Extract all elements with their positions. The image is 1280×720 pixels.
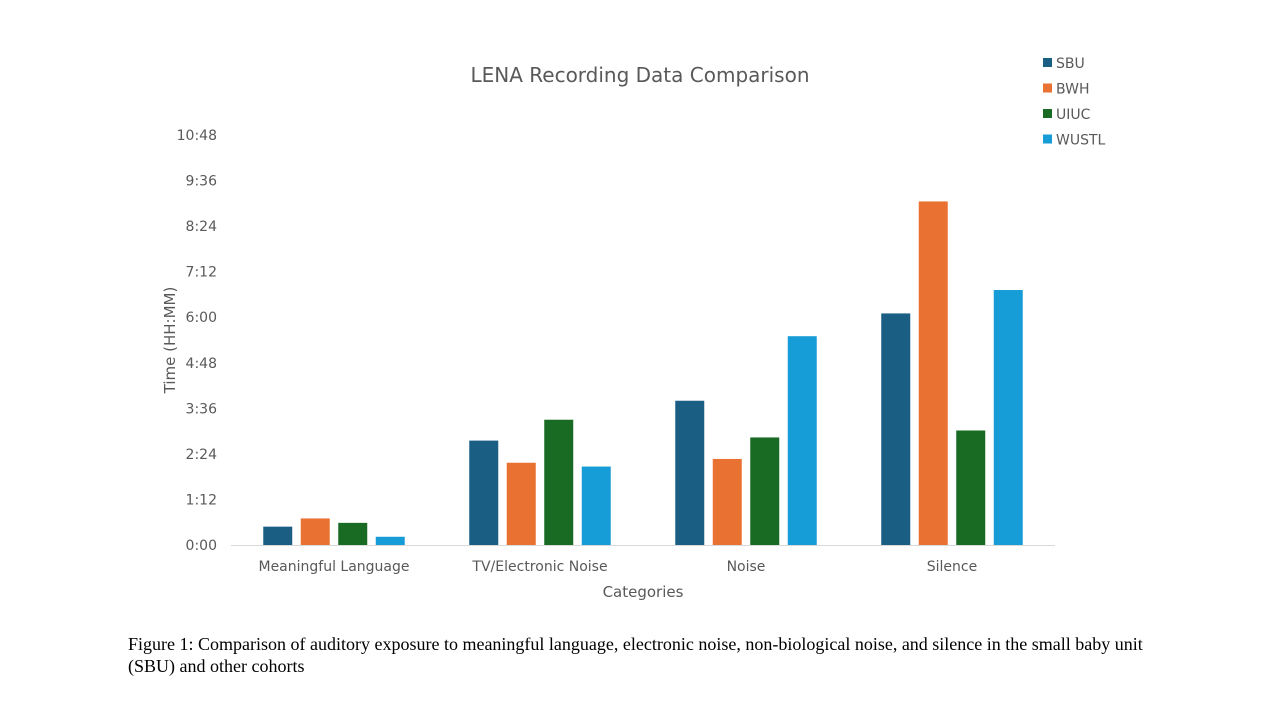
bar-wustl-0 — [375, 536, 405, 545]
legend: SBU BWH UIUC WUSTL — [1043, 56, 1106, 149]
figure-caption: Figure 1: Comparison of auditory exposur… — [128, 634, 1143, 676]
y-tick-label: 2:24 — [186, 447, 218, 463]
y-tick-label: 9:36 — [186, 174, 218, 190]
y-tick-label: 7:12 — [186, 265, 217, 281]
x-category-labels: Meaningful Language TV/Electronic Noise No… — [258, 559, 977, 575]
legend-label-wustl: WUSTL — [1056, 133, 1106, 149]
y-tick-label: 3:36 — [186, 401, 218, 417]
y-tick-label: 10:48 — [177, 128, 217, 144]
x-tick-label: Noise — [727, 559, 766, 575]
bar-uiuc-1 — [544, 419, 574, 545]
x-tick-label: TV/Electronic Noise — [471, 559, 607, 575]
x-tick-label: Meaningful Language — [258, 559, 409, 575]
y-tick-label: 6:00 — [186, 310, 217, 326]
bar-sbu-1 — [469, 440, 499, 545]
chart-title: LENA Recording Data Comparison — [470, 63, 809, 87]
y-tick-label: 4:48 — [186, 356, 217, 372]
bar-uiuc-0 — [338, 522, 368, 545]
y-tick-labels: 0:00 1:12 2:24 3:36 4:48 6:00 7:12 8:24 9:36 10:4… — [177, 128, 217, 554]
y-axis-title: Time (HH:MM) — [161, 287, 179, 395]
bar-bwh-0 — [300, 518, 330, 545]
legend-swatch-sbu — [1043, 58, 1052, 67]
bar-wustl-3 — [993, 290, 1023, 545]
bar-sbu-3 — [881, 313, 911, 545]
x-tick-label: Silence — [927, 559, 977, 575]
bar-sbu-2 — [675, 400, 705, 545]
bar-uiuc-3 — [956, 430, 986, 545]
bars — [263, 201, 1023, 545]
legend-label-uiuc: UIUC — [1056, 107, 1091, 123]
y-tick-label: 1:12 — [186, 492, 217, 508]
y-tick-label: 8:24 — [186, 219, 218, 235]
legend-swatch-wustl — [1043, 134, 1052, 144]
bar-wustl-1 — [581, 466, 611, 545]
bar-sbu-0 — [263, 526, 293, 545]
bar-uiuc-2 — [750, 437, 780, 545]
y-tick-label: 0:00 — [186, 538, 217, 554]
bar-bwh-1 — [506, 462, 536, 545]
bar-bwh-3 — [918, 201, 948, 545]
legend-swatch-bwh — [1043, 83, 1052, 93]
x-axis-title: Categories — [603, 583, 684, 601]
bar-wustl-2 — [787, 336, 817, 545]
legend-swatch-uiuc — [1043, 109, 1052, 118]
legend-label-bwh: BWH — [1056, 82, 1089, 98]
legend-label-sbu: SBU — [1056, 56, 1085, 72]
bar-bwh-2 — [712, 458, 742, 545]
